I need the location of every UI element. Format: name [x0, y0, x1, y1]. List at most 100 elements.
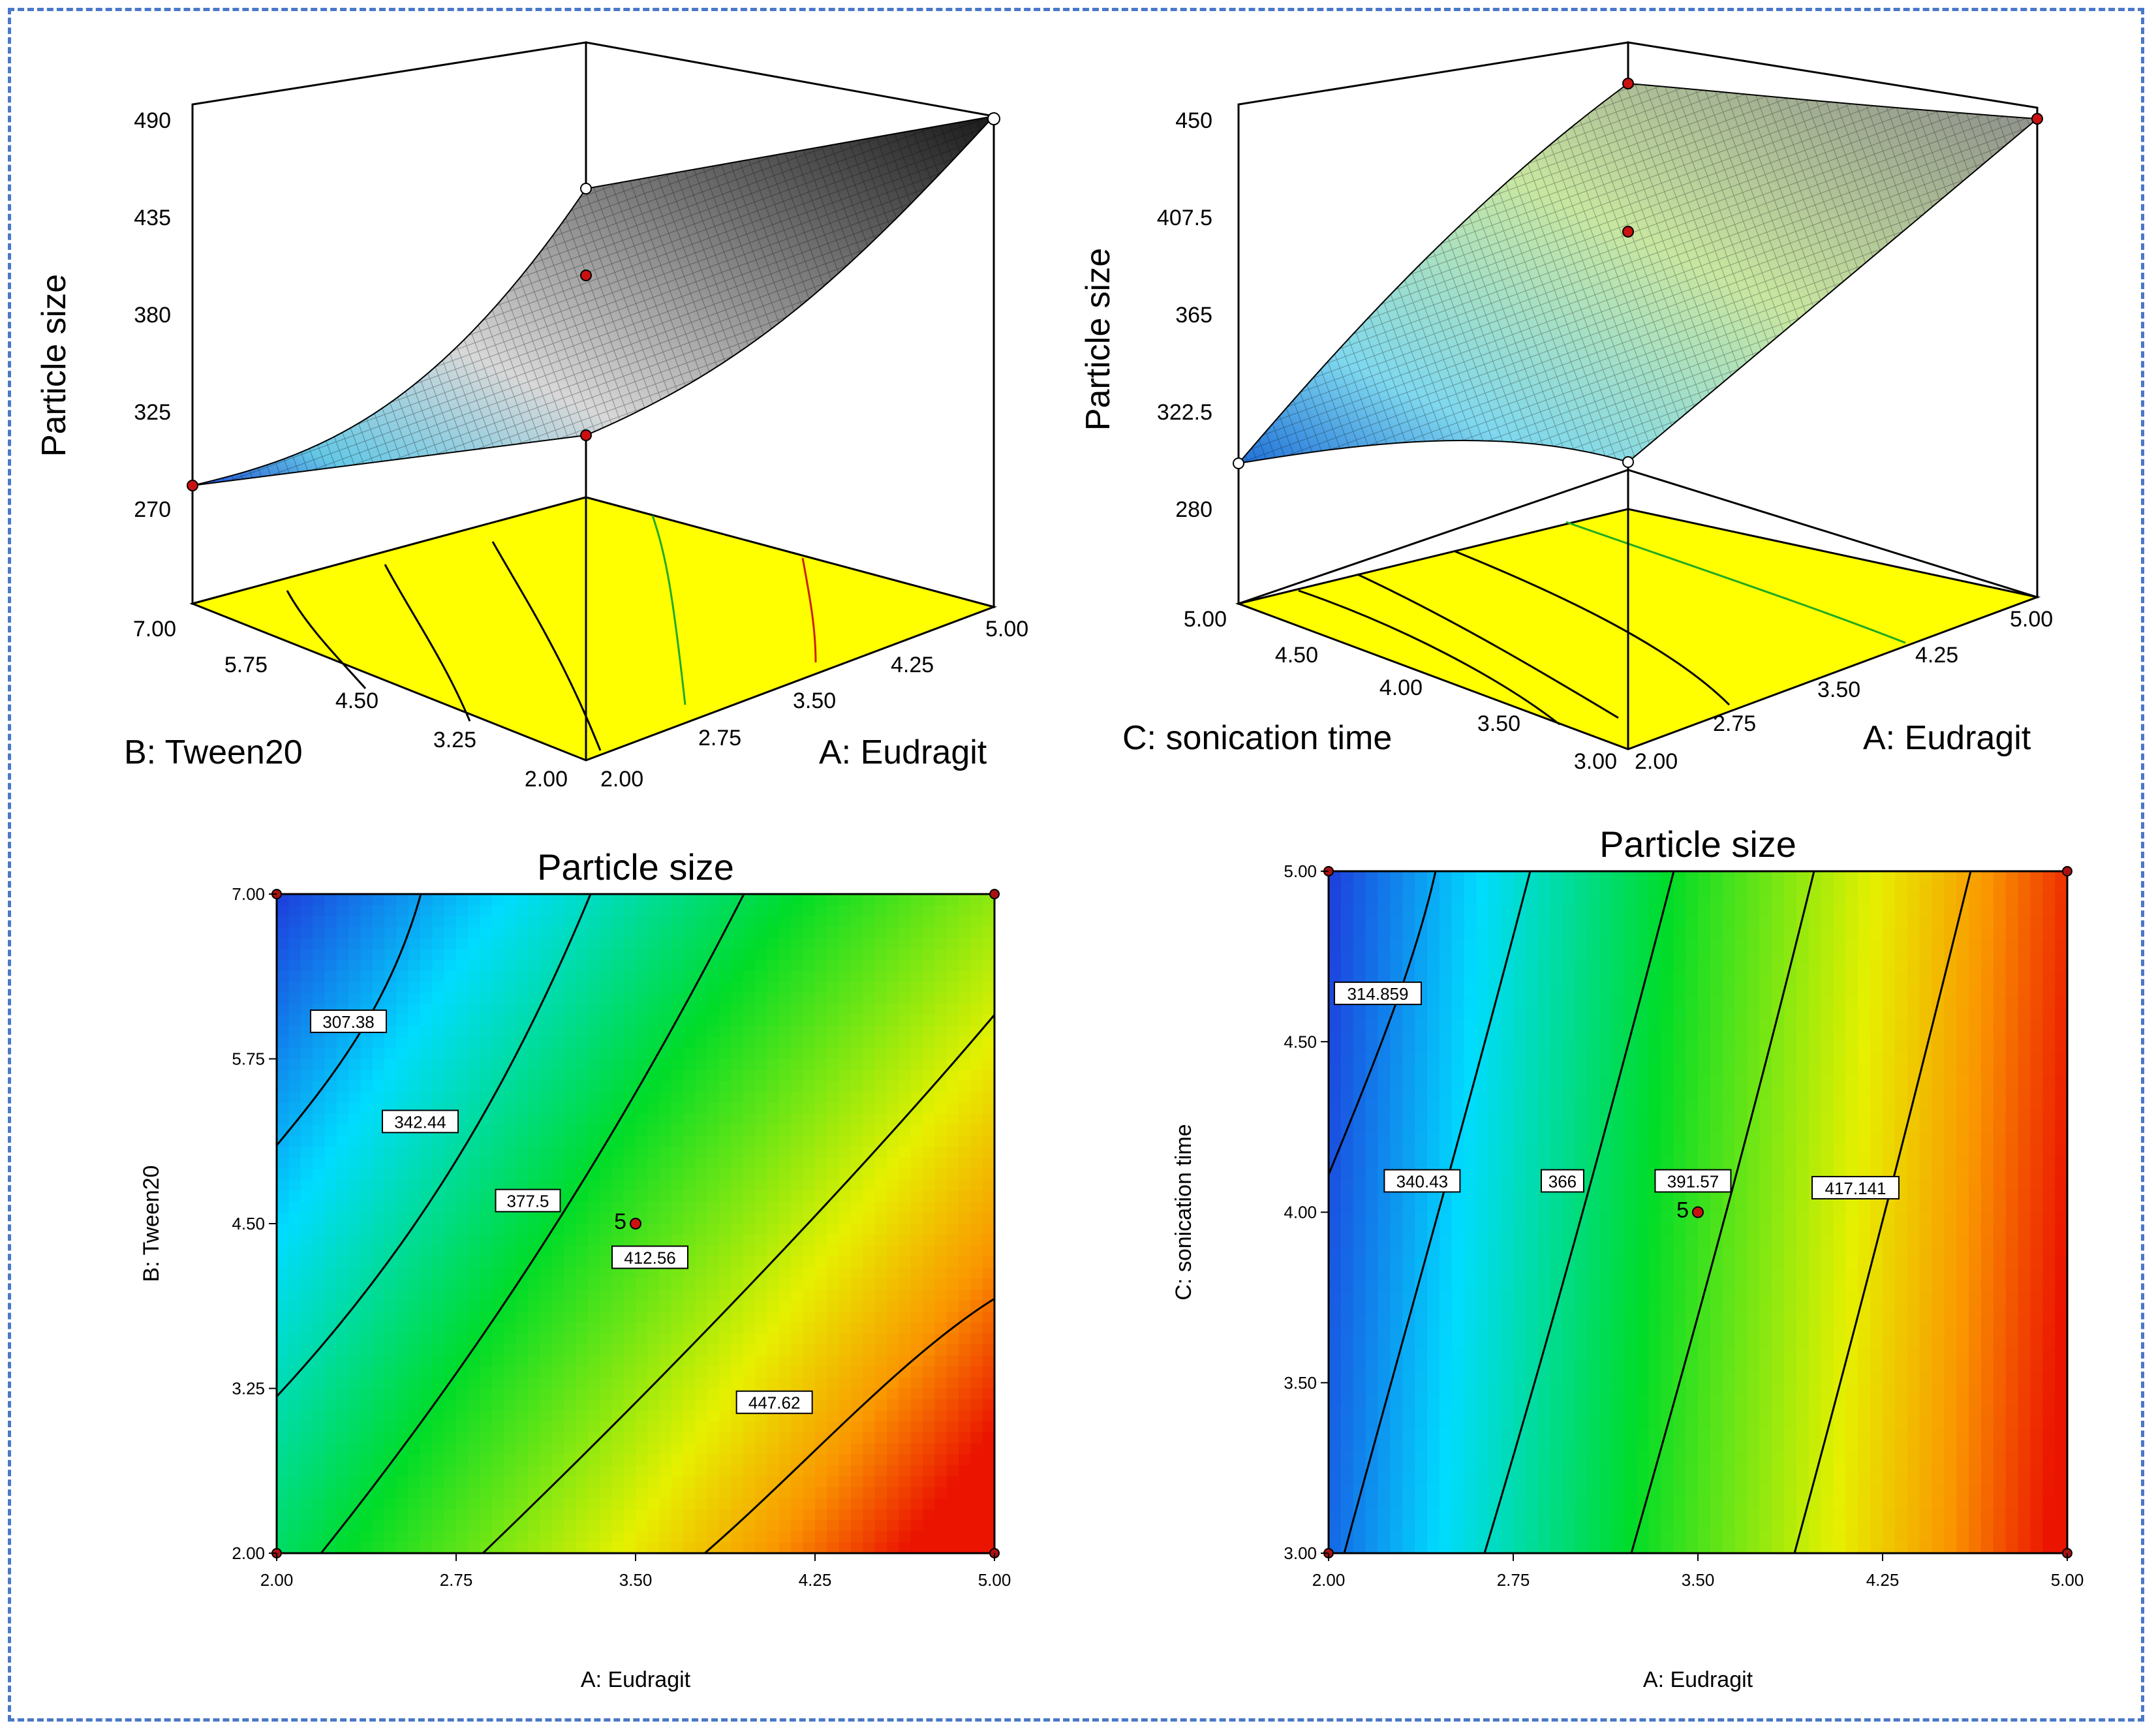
- contour-line: [1630, 871, 1815, 1553]
- contour-value-label: 412.56: [611, 1245, 688, 1269]
- z-axis-label: Particle size: [1079, 248, 1117, 431]
- y-tick: 5.75: [232, 1049, 265, 1069]
- z-tick: 280: [1175, 497, 1212, 522]
- x-tick: 3.50: [793, 688, 836, 713]
- contour-value-label: 340.43: [1383, 1169, 1461, 1193]
- x-tick: 2.00: [260, 1570, 294, 1590]
- y-tick: 5.75: [224, 653, 268, 677]
- surface-plot-eudragit-sonication: 450 407.5 365 322.5 280 Particle size 5.…: [1079, 41, 2053, 774]
- y-tick: 3.25: [433, 728, 476, 752]
- design-point: [580, 270, 592, 281]
- x-tick: 3.50: [619, 1570, 653, 1590]
- x-tick: 4.25: [1866, 1570, 1900, 1590]
- design-point: [1622, 226, 1634, 238]
- design-point: [2062, 866, 2072, 876]
- z-tick: 380: [134, 303, 171, 328]
- z-tick: 435: [134, 206, 171, 230]
- x-tick: 5.00: [985, 617, 1028, 642]
- y-tick: 3.00: [1574, 749, 1617, 774]
- svg-text:447.62: 447.62: [748, 1393, 801, 1413]
- x-tick: 2.00: [1635, 749, 1678, 774]
- y-tick: 4.50: [335, 688, 378, 713]
- x-axis-label: A: Eudragit: [819, 734, 987, 771]
- floor-contour-lines: [1298, 550, 1731, 726]
- y-tick: 3.25: [232, 1379, 265, 1399]
- x-tick: 3.50: [1682, 1570, 1715, 1590]
- x-axis-label: A: Eudragit: [581, 1667, 691, 1692]
- design-point: [1622, 78, 1634, 89]
- contour-value-label: 342.44: [382, 1109, 459, 1134]
- figure-frame: [8, 8, 2144, 1722]
- y-axis-label: C: sonication time: [1122, 719, 1392, 757]
- contour-plot-eudragit-tween20: 2.00 2.75 3.50 4.25 5.00 2.00 3.25 4.50 5.75 7.00…: [139, 846, 1011, 1692]
- contour-value-label: 447.62: [735, 1390, 813, 1414]
- chart-title: Particle size: [537, 846, 734, 888]
- y-tick: 3.50: [1284, 1373, 1317, 1393]
- design-point: [580, 429, 592, 441]
- chart-title: Particle size: [1599, 824, 1796, 865]
- svg-text:342.44: 342.44: [394, 1112, 446, 1132]
- design-point: [187, 480, 198, 491]
- y-axis-label: B: Tween20: [124, 734, 303, 771]
- x-tick: 3.50: [1817, 677, 1860, 702]
- x-tick: 2.00: [1312, 1570, 1346, 1590]
- surface-plot-eudragit-tween20: 490 435 380 325 270 Particle size 7.00 5…: [35, 41, 1028, 792]
- y-tick: 5.00: [1184, 607, 1227, 632]
- y-tick: 3.50: [1477, 711, 1520, 736]
- contour-line: [320, 894, 745, 1553]
- y-tick: 4.50: [232, 1214, 265, 1233]
- design-point: [2031, 113, 2043, 125]
- y-axis-ticks: 5.00 4.50 4.00 3.50 3.00: [1184, 607, 1617, 774]
- contour-plot-eudragit-sonication: 2.00 2.75 3.50 4.25 5.00 3.00 3.50 4.00 4.50 5.00…: [1171, 824, 2084, 1692]
- svg-text:307.38: 307.38: [322, 1012, 375, 1032]
- y-axis-label: C: sonication time: [1171, 1124, 1196, 1300]
- x-axis-ticks: 2.00 2.75 3.50 4.25 5.00: [1635, 607, 2053, 774]
- contour-value-label: 391.57: [1654, 1169, 1732, 1193]
- center-point: 5: [614, 1209, 641, 1234]
- z-axis-ticks: 450 407.5 365 322.5 280: [1157, 108, 1212, 522]
- contour-line: [1329, 871, 1437, 1175]
- y-tick: 4.00: [1284, 1203, 1317, 1222]
- contour-value-label: 417.141: [1811, 1175, 1900, 1199]
- y-tick: 5.00: [1284, 861, 1317, 881]
- z-axis-ticks: 490 435 380 325 270: [134, 108, 171, 522]
- x-tick: 4.25: [1915, 643, 1958, 668]
- contour-value-label: 307.38: [310, 1009, 387, 1033]
- z-tick: 365: [1175, 303, 1212, 328]
- design-point: [580, 183, 592, 194]
- z-tick: 407.5: [1157, 206, 1212, 230]
- y-tick: 2.00: [525, 767, 568, 792]
- y-tick: 7.00: [232, 884, 265, 904]
- x-tick: 4.25: [891, 653, 934, 677]
- contour-line: [1343, 871, 1532, 1553]
- z-tick: 325: [134, 400, 171, 425]
- y-tick: 2.00: [232, 1543, 265, 1563]
- center-point: 5: [1676, 1198, 1704, 1223]
- z-tick: 490: [134, 108, 171, 133]
- x-tick: 5.00: [2051, 1570, 2084, 1590]
- contour-line: [1483, 871, 1675, 1553]
- z-axis-label: Particle size: [35, 274, 73, 457]
- y-axis-ticks: 7.00 5.75 4.50 3.25 2.00: [133, 617, 568, 792]
- y-axis-label: B: Tween20: [139, 1166, 164, 1282]
- y-tick: 3.00: [1284, 1543, 1317, 1563]
- z-tick: 322.5: [1157, 400, 1212, 425]
- design-point: [1622, 456, 1634, 468]
- svg-text:5: 5: [614, 1209, 626, 1234]
- design-point: [987, 112, 1000, 125]
- contour-value-label: 314.859: [1333, 982, 1422, 1006]
- x-tick: 2.75: [698, 726, 741, 750]
- contour-line: [1793, 871, 1972, 1553]
- x-tick: 2.75: [1497, 1570, 1530, 1590]
- contour-floor: [1235, 508, 2041, 750]
- contour-line: [277, 894, 592, 1398]
- y-tick: 4.50: [1284, 1032, 1317, 1051]
- contour-line: [482, 1014, 994, 1553]
- contour-value-label: 366: [1540, 1169, 1584, 1193]
- svg-text:412.56: 412.56: [624, 1248, 676, 1268]
- svg-text:377.5: 377.5: [506, 1192, 549, 1211]
- x-axis-ticks: 2.00 2.75 3.50 4.25 5.00: [600, 617, 1028, 792]
- contour-line: [704, 1297, 994, 1553]
- x-axis-label: A: Eudragit: [1643, 1667, 1753, 1692]
